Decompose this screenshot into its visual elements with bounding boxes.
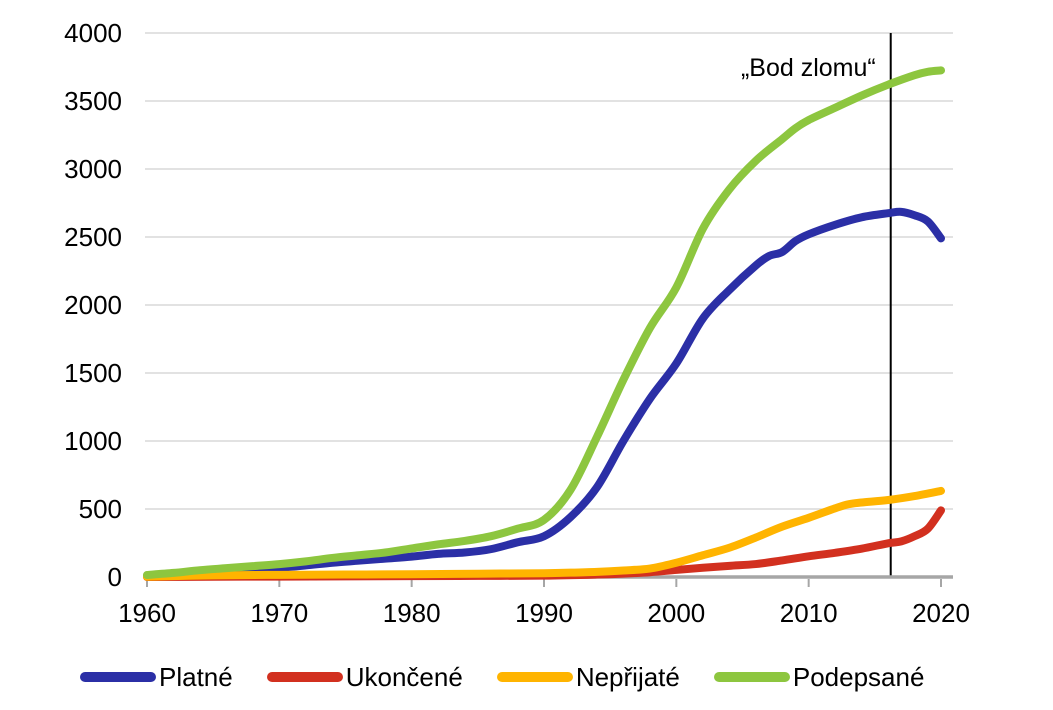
x-tick-label: 1960	[118, 598, 176, 628]
annotation-bod-zlomu-label: „Bod zlomu“	[741, 54, 876, 82]
y-tick-label: 3000	[64, 154, 122, 184]
legend-swatch-podepsane	[713, 672, 790, 682]
legend-item-platne: Platné	[80, 662, 233, 692]
x-tick-label: 2020	[912, 598, 970, 628]
y-axis-labels: 0 500 1000 1500 2000 2500 3000 3500 4000	[64, 18, 122, 592]
y-tick-label: 500	[79, 494, 122, 524]
legend-label-platne: Platné	[159, 662, 233, 692]
x-tick-label: 2000	[647, 598, 705, 628]
y-tick-label: 0	[108, 562, 122, 592]
series-line-podepsane	[143, 66, 945, 579]
x-tick-label: 1970	[250, 598, 308, 628]
x-tick-label: 1980	[383, 598, 441, 628]
legend-item-podepsane: Podepsané	[713, 662, 925, 692]
line-chart-plot: 0 500 1000 1500 2000 2500 3000 3500 4000 1960 1970…	[64, 18, 970, 628]
y-tick-label: 1500	[64, 358, 122, 388]
x-tick-label: 2010	[780, 598, 838, 628]
gridlines	[145, 32, 953, 510]
y-tick-label: 4000	[64, 18, 122, 48]
y-tick-label: 3500	[64, 86, 122, 116]
legend-swatch-platne	[80, 672, 156, 682]
legend-label-podepsane: Podepsané	[792, 662, 925, 692]
y-tick-label: 1000	[64, 426, 122, 456]
y-tick-label: 2000	[64, 290, 122, 320]
legend-swatch-neprijate	[496, 672, 573, 682]
series-line-neprijate	[143, 486, 945, 581]
legend-label-ukoncene: Ukončené	[345, 662, 463, 692]
chart-legend: Platné Ukončené Nepřijaté Podepsané	[80, 662, 924, 692]
legend-item-ukoncene: Ukončené	[266, 662, 463, 692]
y-tick-label: 2500	[64, 222, 122, 252]
legend-swatch-ukoncene	[266, 672, 343, 682]
legend-item-neprijate: Nepřijaté	[496, 662, 680, 692]
legend-label-neprijate: Nepřijaté	[575, 662, 680, 692]
series-lines	[143, 66, 945, 581]
x-tick-label: 1990	[515, 598, 573, 628]
x-axis-labels: 1960 1970 1980 1990 2000 2010 2020	[118, 598, 970, 628]
